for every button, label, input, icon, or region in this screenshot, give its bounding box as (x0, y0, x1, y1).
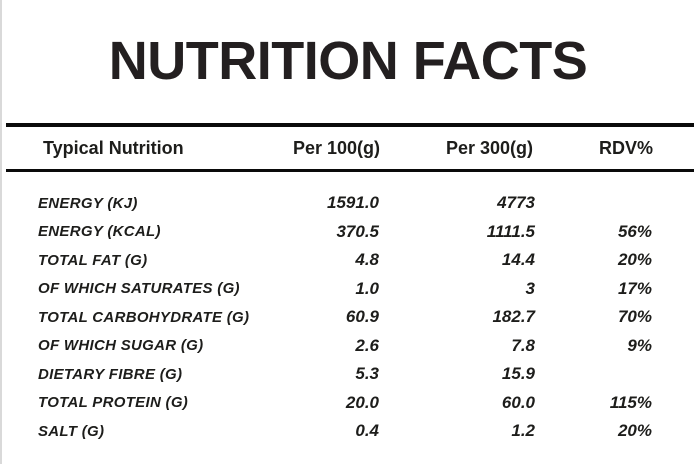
nutrient-label: OF WHICH SUGAR (G) (38, 337, 204, 355)
per-100g-value: 370.5 (336, 221, 379, 241)
nutrient-label: OF WHICH SATURATES (G) (38, 280, 240, 298)
rdv-value: 17% (617, 278, 652, 298)
table-row: TOTAL CARBOHYDRATE (G) 60.9 182.7 70% (6, 303, 694, 332)
table-header: Typical Nutrition Per 100(g) Per 300(g) … (6, 125, 694, 171)
header-row: Typical Nutrition Per 100(g) Per 300(g) … (6, 125, 694, 171)
per-100g-value: 2.6 (355, 335, 379, 355)
per-300g-value: 182.7 (492, 307, 535, 327)
table-row: ENERGY (KCAL) 370.5 1111.5 56% (6, 218, 694, 247)
rdv-value: 20% (617, 250, 652, 270)
per-100g-value: 1.0 (355, 278, 379, 298)
per-300g-value: 7.8 (511, 335, 535, 355)
per-100g-value: 0.4 (355, 421, 379, 441)
table-row: SALT (G) 0.4 1.2 20% (6, 417, 694, 446)
nutrient-label: ENERGY (KCAL) (38, 223, 161, 241)
per-100g-value: 5.3 (355, 364, 379, 384)
per-300g-value: 60.0 (501, 392, 535, 412)
nutrient-label: DIETARY FIBRE (G) (38, 365, 183, 383)
col-header-rdv-percent: RDV% (598, 137, 653, 158)
table-body: ENERGY (KJ) 1591.0 4773 ENERGY (KCAL) 37… (6, 171, 694, 446)
rdv-value: 20% (617, 421, 652, 441)
nutrient-label: ENERGY (KJ) (38, 194, 138, 212)
nutrient-label: TOTAL CARBOHYDRATE (G) (38, 308, 250, 326)
table-row: DIETARY FIBRE (G) 5.3 15.9 (6, 360, 694, 389)
per-100g-value: 1591.0 (327, 193, 379, 213)
table-row: OF WHICH SUGAR (G) 2.6 7.8 9% (6, 332, 694, 361)
per-300g-value: 4773 (497, 193, 535, 213)
rdv-value (541, 360, 694, 389)
per-300g-value: 15.9 (501, 364, 535, 384)
per-100g-value: 60.9 (345, 307, 379, 327)
col-header-per-300g: Per 300(g) (445, 137, 533, 158)
rdv-value: 115% (609, 392, 652, 412)
table-row: TOTAL PROTEIN (G) 20.0 60.0 115% (6, 389, 694, 418)
per-100g-value: 20.0 (345, 392, 379, 412)
page-title: NUTRITION FACTS (108, 31, 588, 91)
nutrient-label: TOTAL PROTEIN (G) (38, 394, 189, 412)
nutrition-table: Typical Nutrition Per 100(g) Per 300(g) … (6, 123, 694, 446)
rdv-value: 70% (617, 307, 652, 327)
nutrient-label: SALT (G) (38, 422, 105, 440)
per-100g-value: 4.8 (355, 250, 379, 270)
table-row: TOTAL FAT (G) 4.8 14.4 20% (6, 246, 694, 275)
per-300g-value: 1.2 (511, 421, 535, 441)
per-300g-value: 14.4 (501, 250, 535, 270)
rdv-value (541, 171, 694, 218)
per-300g-value: 3 (525, 278, 535, 298)
rdv-value: 56% (617, 221, 652, 241)
col-header-per-100g: Per 100(g) (292, 137, 380, 158)
col-header-typical-nutrition: Typical Nutrition (43, 137, 184, 158)
table-row: ENERGY (KJ) 1591.0 4773 (6, 171, 694, 218)
table-row: OF WHICH SATURATES (G) 1.0 3 17% (6, 275, 694, 304)
per-300g-value: 1111.5 (486, 221, 535, 241)
rdv-value: 9% (627, 335, 652, 355)
nutrient-label: TOTAL FAT (G) (38, 251, 148, 269)
